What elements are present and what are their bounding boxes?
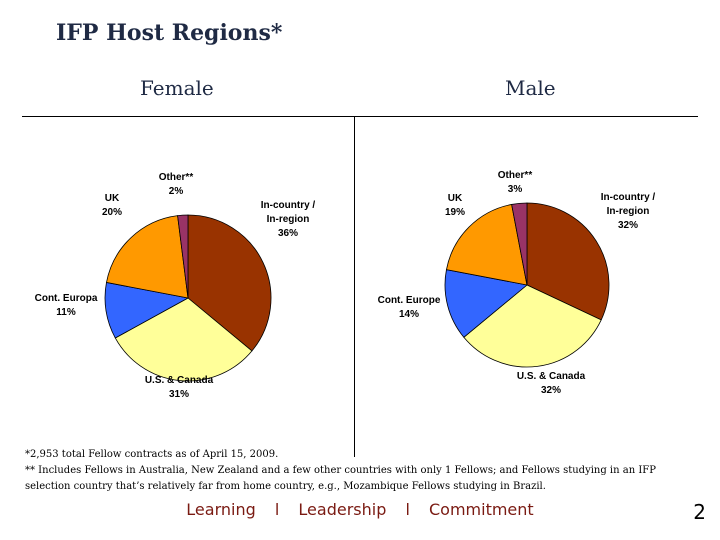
slice-label-other: Other** 2%: [159, 172, 194, 197]
tagline-commitment: Commitment: [428, 500, 534, 519]
vertical-divider: [354, 117, 355, 457]
slice-label-cont-europe: Cont. Europe 14%: [378, 295, 441, 320]
slice-value-label: 3%: [508, 184, 523, 195]
footnotes: *2,953 total Fellow contracts as of Apri…: [25, 447, 685, 495]
slice-label-other: Other** 3%: [498, 170, 533, 195]
pie-slice-in-country-in-region: [526, 202, 610, 321]
slice-category-label: Other**: [159, 172, 194, 183]
slice-label-u-s-canada: U.S. & Canada 32%: [517, 371, 586, 396]
slice-category-label: U.S. & Canada: [145, 375, 214, 386]
slice-category-label: UK: [448, 193, 463, 204]
slide-title: IFP Host Regions*: [56, 20, 283, 46]
footnote-other-line-1: ** Includes Fellows in Australia, New Ze…: [25, 465, 656, 476]
slice-value-label: 20%: [102, 207, 122, 218]
slice-label-u-s-canada: U.S. & Canada 31%: [145, 375, 214, 400]
slice-category-label: In-region: [267, 214, 310, 225]
slice-label-uk: UK 19%: [445, 193, 465, 218]
slice-category-label: Cont. Europa: [35, 293, 98, 304]
page-number: 2: [693, 500, 706, 524]
slice-value-label: 11%: [56, 307, 76, 318]
pie-slice-other: [177, 214, 189, 299]
slice-label-uk: UK 20%: [102, 193, 122, 218]
male-pie-chart: In-country / In-region 32% U.S. & Canada 32%…: [378, 170, 656, 396]
footnote-total-contracts: *2,953 total Fellow contracts as of Apri…: [25, 449, 279, 460]
male-heading: Male: [505, 76, 556, 100]
slice-value-label: 32%: [541, 385, 561, 396]
tagline: Learning l Leadership l Commitment: [0, 500, 720, 519]
pie-slice-other: [511, 202, 528, 286]
pie-slice-u-s-canada: [463, 284, 602, 368]
slice-category-label: In-region: [607, 206, 650, 217]
slice-value-label: 32%: [618, 220, 638, 231]
slice-value-label: 31%: [169, 389, 189, 400]
pie-slice-cont-europe: [444, 269, 528, 338]
tagline-learning: Learning: [186, 500, 256, 519]
female-heading: Female: [140, 76, 214, 100]
slice-category-label: In-country /: [261, 200, 316, 211]
pie-slice-uk: [106, 215, 189, 299]
female-pie-chart: In-country / In-region 36% U.S. & Canada 31%…: [35, 172, 316, 400]
slice-label-in-country-in-region: In-country / In-region 32%: [601, 192, 656, 231]
pie-slice-u-s-canada: [114, 297, 253, 382]
slice-value-label: 2%: [169, 186, 184, 197]
slice-label-in-country-in-region: In-country / In-region 36%: [261, 200, 316, 239]
footnote-other-line-2: selection country that’s relatively far …: [25, 481, 546, 492]
slice-value-label: 36%: [278, 228, 298, 239]
slice-category-label: U.S. & Canada: [517, 371, 586, 382]
slice-value-label: 14%: [399, 309, 419, 320]
pie-slice-in-country-in-region: [187, 214, 272, 352]
slice-category-label: UK: [105, 193, 120, 204]
horizontal-divider: [22, 116, 698, 117]
slice-label-cont-europa: Cont. Europa 11%: [35, 293, 98, 318]
tagline-leadership: Leadership: [298, 500, 387, 519]
slice-value-label: 19%: [445, 207, 465, 218]
slice-category-label: Other**: [498, 170, 533, 181]
slice-category-label: In-country /: [601, 192, 656, 203]
pie-slice-uk: [445, 203, 528, 286]
slice-category-label: Cont. Europe: [378, 295, 441, 306]
tagline-separator: l: [405, 500, 410, 519]
tagline-separator: l: [274, 500, 280, 519]
